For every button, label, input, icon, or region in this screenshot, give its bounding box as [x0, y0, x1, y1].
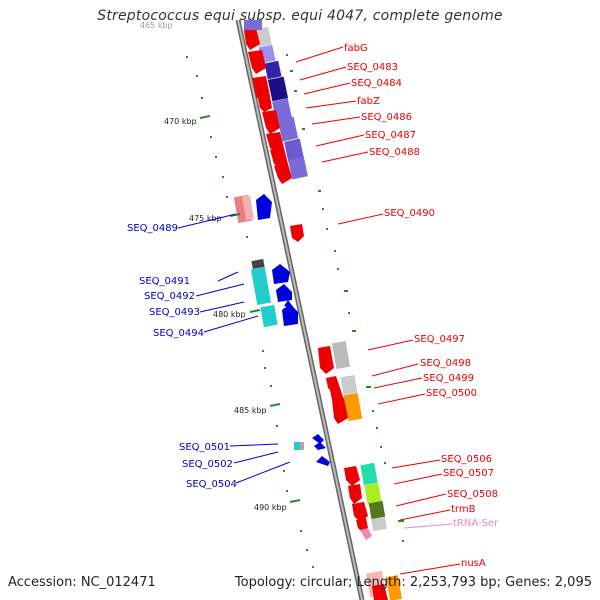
label-SEQ_0506: SEQ_0506 — [441, 454, 492, 465]
gene-SEQ_0489 — [256, 194, 272, 220]
gene-cluster-0501-0504 — [294, 434, 330, 466]
gene-SEQ_0494 — [284, 300, 294, 308]
label-SEQ_0498: SEQ_0498 — [420, 358, 471, 369]
label-SEQ_0491: SEQ_0491 — [139, 276, 190, 287]
topology-text: Topology: circular; Length: 2,253,793 bp… — [234, 575, 592, 590]
right-labels: fabG SEQ_0483 SEQ_0484 fabZ SEQ_0486 SEQ… — [344, 43, 499, 569]
label-nusA: nusA — [461, 558, 486, 569]
gc-track-right — [286, 54, 404, 542]
label-SEQ_0497: SEQ_0497 — [414, 334, 465, 345]
label-SEQ_0487: SEQ_0487 — [365, 130, 416, 141]
accession-text: Accession: NC_012471 — [8, 575, 156, 590]
label-SEQ_0490: SEQ_0490 — [384, 208, 435, 219]
gene-fabG — [244, 28, 260, 50]
label-SEQ_0486: SEQ_0486 — [361, 112, 412, 123]
label-SEQ_0499: SEQ_0499 — [423, 373, 474, 384]
label-SEQ_0489: SEQ_0489 — [127, 223, 178, 234]
label-SEQ_0500: SEQ_0500 — [426, 388, 477, 399]
gene-SEQ_0502 — [314, 442, 326, 450]
label-SEQ_0508: SEQ_0508 — [447, 489, 498, 500]
gene-tRNA-Ser — [360, 528, 372, 540]
label-trmB: trmB — [451, 504, 476, 515]
label-fabZ: fabZ — [357, 96, 380, 107]
gene-fabZ — [258, 96, 272, 112]
label-SEQ_0494: SEQ_0494 — [153, 328, 204, 339]
gene-cluster-0491-0494 — [250, 259, 298, 328]
gene-SEQ_0504 — [316, 456, 330, 466]
gene-SEQ_0484 — [252, 76, 270, 102]
gene-cluster-0497-0500 — [318, 340, 363, 424]
kbp-tick-labels: 465 kbp 470 kbp 475 kbp 480 kbp 485 kbp … — [140, 21, 287, 512]
gene-SEQ_0491 — [272, 264, 290, 284]
gene-SEQ_0493 — [282, 304, 298, 326]
gene-SEQ_0487 — [266, 132, 284, 152]
label-SEQ_0501: SEQ_0501 — [179, 442, 230, 453]
tick-label-470: 470 kbp — [164, 117, 197, 126]
gene-cluster-0489 — [233, 194, 272, 224]
left-leader-lines — [177, 213, 291, 484]
gene-SEQ_0500 — [332, 398, 348, 424]
gene-SEQ_0492 — [276, 284, 292, 302]
gene-SEQ_0501 — [312, 434, 324, 444]
label-SEQ_0484: SEQ_0484 — [351, 78, 402, 89]
gene-SEQ_0508 — [352, 502, 368, 522]
left-labels: SEQ_0489 SEQ_0491 SEQ_0492 SEQ_0493 SEQ_… — [127, 223, 237, 490]
gene-trmB — [356, 518, 368, 532]
cog-blocks-top — [254, 26, 308, 180]
kbp-ticks — [199, 115, 301, 503]
gene-SEQ_0486 — [262, 110, 280, 134]
label-SEQ_0493: SEQ_0493 — [149, 307, 200, 318]
map-title: Streptococcus equi subsp. equi 4047, com… — [97, 8, 503, 24]
label-tRNA-Ser: tRNA-Ser — [453, 518, 499, 529]
gene-SEQ_0488b — [274, 164, 292, 184]
label-SEQ_0504: SEQ_0504 — [186, 479, 237, 490]
gene-SEQ_0497 — [318, 346, 334, 374]
gene-SEQ_0498 — [326, 376, 340, 392]
tick-label-465: 465 kbp — [140, 21, 173, 30]
gene-SEQ_0483 — [248, 50, 266, 74]
label-SEQ_0483: SEQ_0483 — [347, 62, 398, 73]
tick-label-480: 480 kbp — [213, 310, 246, 319]
gene-SEQ_0506 — [344, 466, 360, 486]
gene-nusA — [372, 584, 388, 600]
label-SEQ_0502: SEQ_0502 — [182, 459, 233, 470]
label-SEQ_0507: SEQ_0507 — [443, 468, 494, 479]
label-SEQ_0488: SEQ_0488 — [369, 147, 420, 158]
gene-block-top — [244, 20, 262, 30]
tick-label-490: 490 kbp — [254, 503, 287, 512]
label-SEQ_0492: SEQ_0492 — [144, 291, 195, 302]
tick-label-475: 475 kbp — [189, 214, 222, 223]
gene-SEQ_0507 — [348, 484, 362, 504]
label-fabG: fabG — [344, 43, 368, 54]
tick-label-485: 485 kbp — [234, 406, 267, 415]
gene-cluster-0506-trna — [344, 462, 387, 540]
right-leader-lines — [295, 46, 461, 575]
gc-track-left — [186, 56, 314, 568]
gene-SEQ_0488 — [270, 148, 288, 168]
gene-SEQ_0490 — [290, 224, 304, 242]
forward-genes-top — [244, 28, 292, 184]
gene-cluster-nusA — [366, 570, 402, 600]
